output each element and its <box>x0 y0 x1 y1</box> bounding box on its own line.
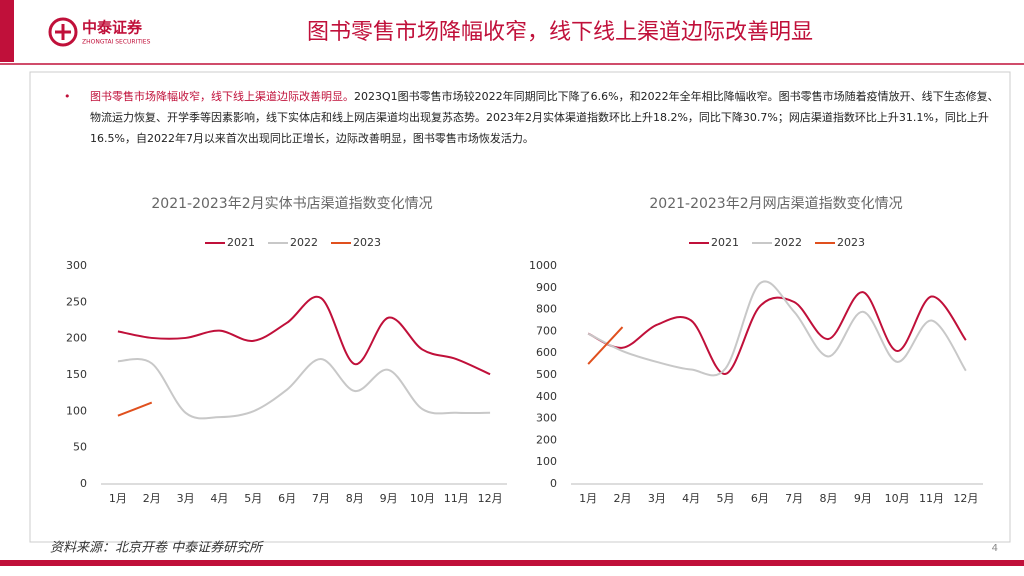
legend-label: 2021 <box>227 236 255 249</box>
x-tick-label: 7月 <box>785 492 803 505</box>
y-tick-label: 50 <box>73 441 87 454</box>
y-tick-label: 200 <box>536 433 557 446</box>
x-tick-label: 9月 <box>380 492 398 505</box>
x-tick-label: 7月 <box>312 492 330 505</box>
series-line <box>587 291 967 375</box>
y-tick-label: 500 <box>536 368 557 381</box>
x-tick-label: 11月 <box>444 492 469 505</box>
legend-label: 2022 <box>290 236 318 249</box>
highlight: 图书零售市场降幅收窄，线下线上渠道边际改善明显。 <box>90 90 354 103</box>
chart-title: 2021-2023年2月实体书店渠道指数变化情况 <box>151 196 432 212</box>
x-tick-label: 3月 <box>177 492 195 505</box>
x-tick-label: 4月 <box>682 492 700 505</box>
x-tick-label: 8月 <box>820 492 838 505</box>
x-tick-label: 6月 <box>278 492 296 505</box>
chart-title: 2021-2023年2月网店渠道指数变化情况 <box>649 196 902 212</box>
legend-label: 2023 <box>837 236 865 249</box>
x-tick-label: 12月 <box>953 492 978 505</box>
x-tick-label: 8月 <box>346 492 364 505</box>
y-tick-label: 250 <box>66 295 87 308</box>
logo-icon <box>48 17 78 47</box>
y-tick-label: 600 <box>536 346 557 359</box>
y-tick-label: 300 <box>536 412 557 425</box>
legend-label: 2023 <box>353 236 381 249</box>
y-tick-label: 900 <box>536 281 557 294</box>
x-tick-label: 6月 <box>751 492 769 505</box>
x-tick-label: 5月 <box>244 492 262 505</box>
y-tick-label: 150 <box>66 368 87 381</box>
y-tick-label: 300 <box>66 259 87 272</box>
x-tick-label: 4月 <box>210 492 228 505</box>
x-tick-label: 3月 <box>648 492 666 505</box>
x-tick-label: 10月 <box>410 492 435 505</box>
legend-label: 2022 <box>774 236 802 249</box>
y-tick-label: 0 <box>80 477 87 490</box>
legend-label: 2021 <box>711 236 739 249</box>
series-line <box>587 280 967 377</box>
y-tick-label: 200 <box>66 332 87 345</box>
x-tick-label: 1月 <box>109 492 127 505</box>
x-tick-label: 9月 <box>854 492 872 505</box>
slide-title: 图书零售市场降幅收窄，线下线上渠道边际改善明显 <box>307 20 813 45</box>
x-tick-label: 2月 <box>143 492 161 505</box>
x-tick-label: 11月 <box>919 492 944 505</box>
logo-icon-mark <box>55 24 71 40</box>
series-line <box>117 358 491 420</box>
logo-name: 中泰证券 <box>82 19 143 37</box>
x-tick-label: 5月 <box>717 492 735 505</box>
y-tick-label: 0 <box>550 477 557 490</box>
y-tick-label: 800 <box>536 303 557 316</box>
content-frame <box>29 71 1011 543</box>
y-tick-label: 400 <box>536 390 557 403</box>
series-line <box>117 295 491 376</box>
logo-sub: ZHONGTAI SECURITIES <box>82 39 151 46</box>
x-tick-label: 1月 <box>579 492 597 505</box>
y-tick-label: 100 <box>536 455 557 468</box>
footer-bar <box>0 560 1024 566</box>
series-line <box>117 401 153 417</box>
body: 2023Q1图书零售市场较2022年同期同比下降了6.6%，和2022年全年相比… <box>90 90 999 145</box>
page-number: 4 <box>992 543 998 554</box>
y-tick-label: 700 <box>536 324 557 337</box>
header-accent <box>0 0 14 62</box>
x-tick-label: 12月 <box>478 492 503 505</box>
y-tick-label: 100 <box>66 404 87 417</box>
bullet-dot: • <box>64 90 71 103</box>
bullet-text: 图书零售市场降幅收窄，线下线上渠道边际改善明显。2023Q1图书零售市场较202… <box>90 86 1005 149</box>
x-tick-label: 2月 <box>614 492 632 505</box>
source: 资料来源：北京开卷 中泰证券研究所 <box>50 540 264 556</box>
y-tick-label: 1000 <box>529 259 557 272</box>
series-line <box>587 326 624 365</box>
x-tick-label: 10月 <box>885 492 910 505</box>
